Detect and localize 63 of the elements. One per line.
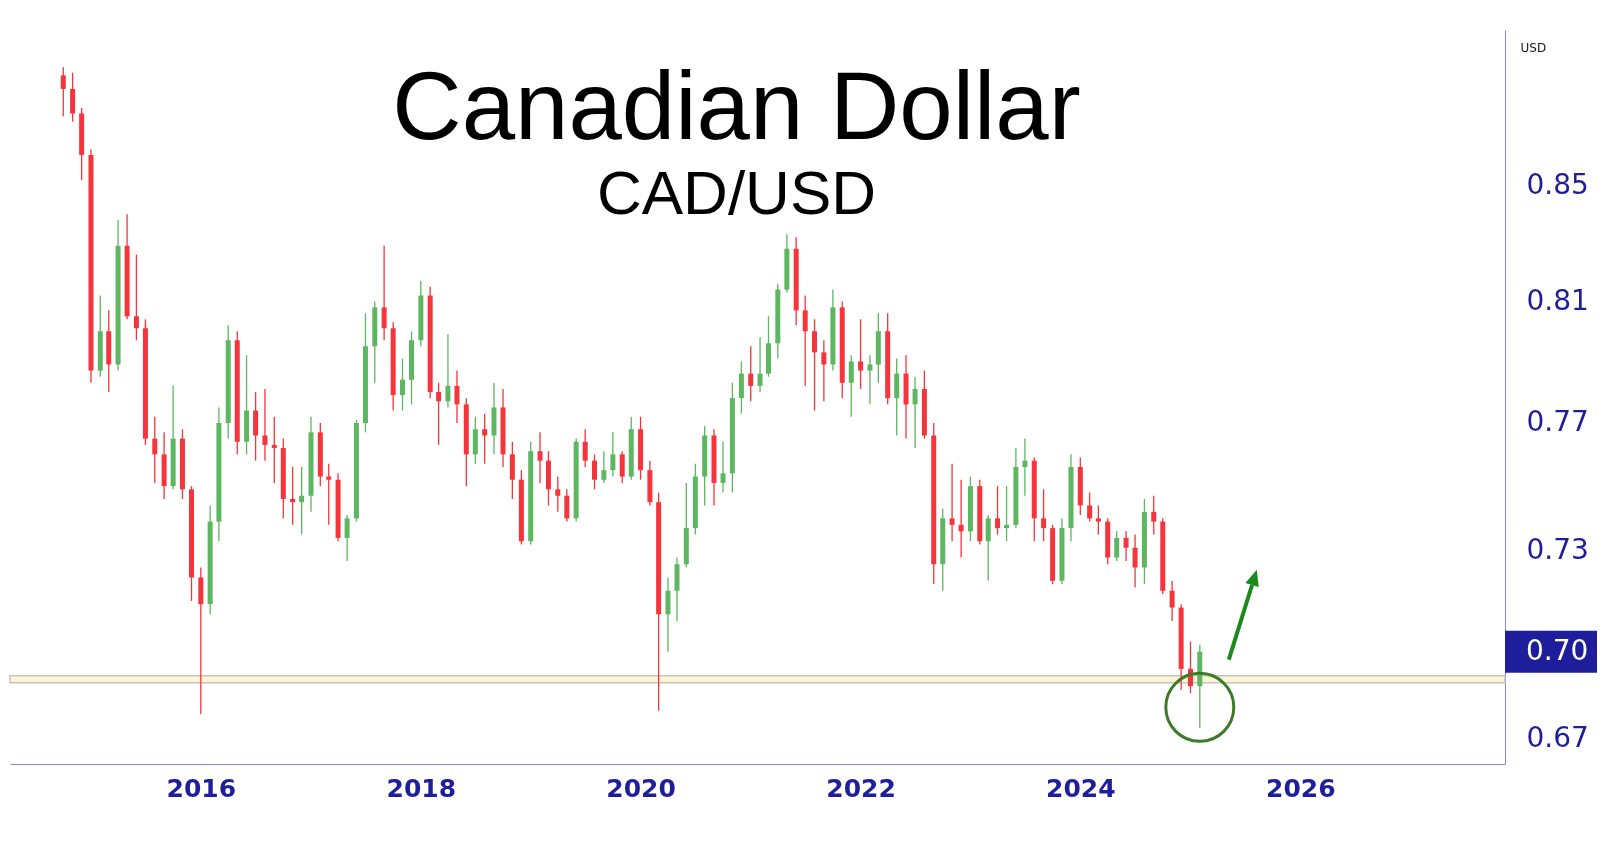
candlestick [152, 416, 158, 484]
candlestick [1123, 530, 1129, 562]
candlestick [482, 413, 488, 465]
candlestick [299, 466, 305, 536]
candlestick [326, 463, 332, 526]
candlestick [985, 514, 991, 582]
x-tick-label: 2024 [1046, 773, 1116, 803]
candlestick [344, 514, 350, 562]
candlestick [619, 450, 625, 484]
y-axis-title: USD [1520, 40, 1547, 55]
candlestick [262, 388, 268, 462]
candlestick [848, 354, 854, 418]
x-tick-label: 2018 [386, 773, 457, 803]
y-tick-label: 0.77 [1526, 405, 1589, 439]
x-tick-label: 2016 [166, 773, 237, 803]
candlestick [748, 345, 754, 402]
candlestick [1041, 488, 1047, 542]
candlestick [812, 318, 818, 412]
candlestick [1114, 530, 1120, 562]
candlestick [958, 479, 964, 559]
candlestick [592, 453, 598, 490]
candlestick [582, 428, 588, 468]
x-tick-label: 2022 [826, 773, 896, 803]
candlestick [867, 354, 873, 405]
candlestick [133, 253, 139, 341]
x-tick-label: 2026 [1266, 773, 1336, 803]
candlestick [1132, 533, 1138, 589]
candlestick [1095, 504, 1101, 536]
candlestick [1087, 491, 1093, 523]
text: 0.70 [1526, 633, 1589, 667]
candlestick [555, 475, 561, 513]
candlestick [1004, 485, 1010, 542]
y-tick-label: 0.85 [1526, 168, 1589, 202]
text: CAD/USD [596, 158, 877, 227]
candlestick [665, 576, 671, 653]
candlestick [912, 376, 918, 449]
candlestick [995, 485, 1001, 536]
candlestick [290, 466, 296, 526]
candlestick [757, 336, 763, 393]
candlestick [1151, 495, 1157, 536]
candlestick [60, 66, 66, 117]
y-tick-label: 0.73 [1526, 533, 1589, 567]
candlestick [454, 369, 460, 424]
candlestick [445, 333, 451, 409]
chart-title: Canadian Dollar [392, 52, 1081, 159]
candlestick [1022, 437, 1028, 497]
candlestick [399, 357, 405, 412]
candlestick [271, 416, 277, 484]
candlestick [537, 431, 543, 484]
candlestick [564, 488, 570, 523]
y-tick-label: 0.67 [1526, 721, 1589, 755]
x-tick-label: 2020 [606, 773, 676, 803]
candlestick [436, 382, 442, 446]
candlestick [1169, 580, 1175, 622]
candlestick [720, 441, 726, 494]
y-tick-label: 0.81 [1526, 283, 1589, 317]
candlestick [858, 318, 864, 390]
candlestick [802, 294, 808, 387]
candlestick [601, 450, 607, 484]
candlestick [381, 245, 387, 341]
candlestick [949, 463, 955, 542]
candlestick [821, 339, 827, 402]
candlestick [610, 431, 616, 478]
